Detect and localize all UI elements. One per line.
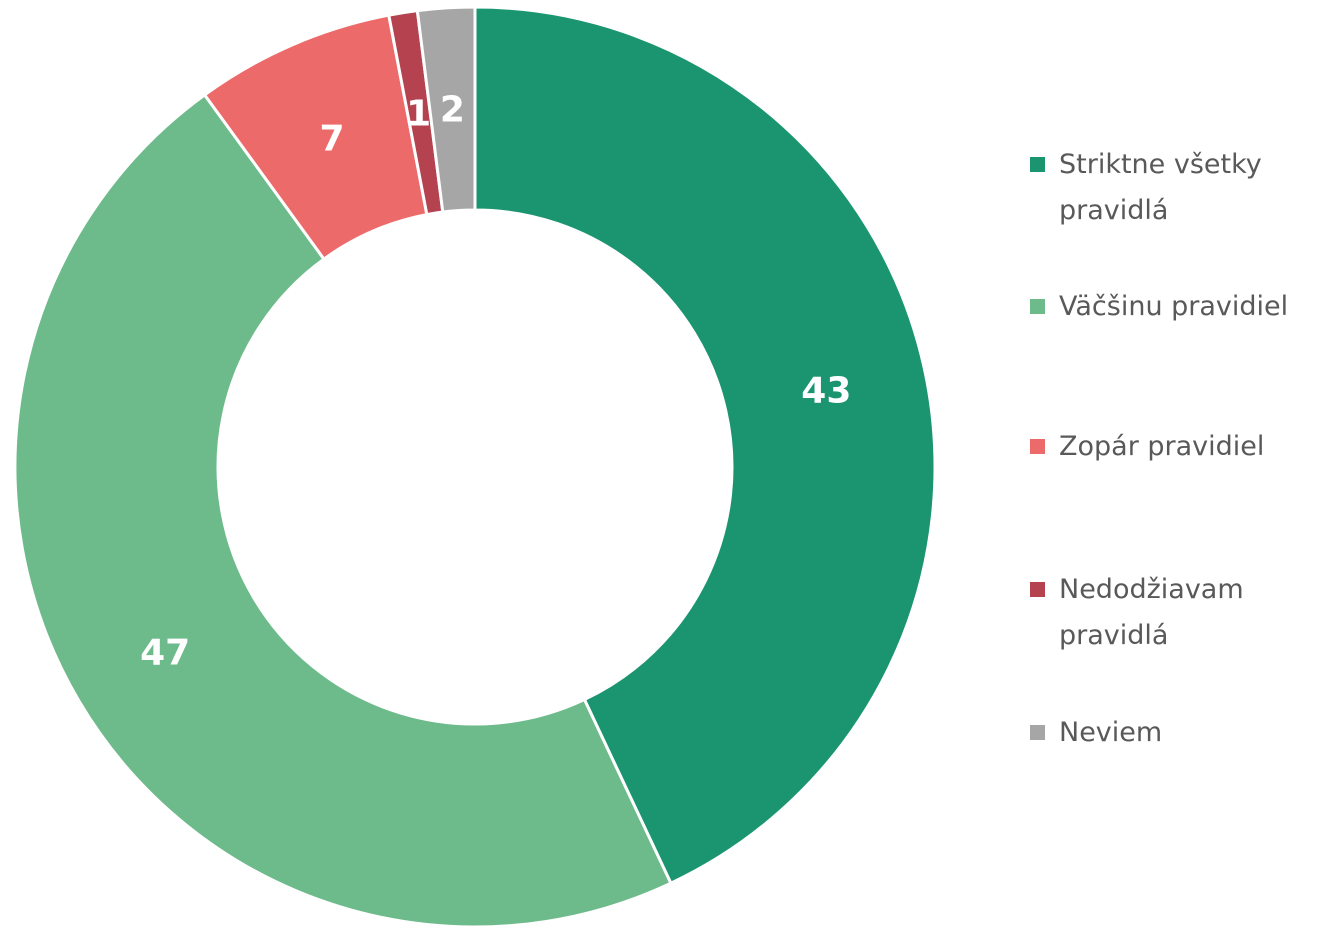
data-label: 1 [406,93,431,134]
legend-item: Nedodžiavam pravidlá [1030,567,1300,659]
donut: 43 47 7 1 2 [13,5,937,927]
donut-segment [415,5,477,214]
data-label: 2 [440,90,465,131]
legend-item: Väčšinu pravidiel [1030,284,1300,330]
legend-label: Nedodžiavam pravidlá [1059,574,1244,651]
data-label: 43 [801,370,851,411]
legend-item: Neviem [1030,710,1300,756]
legend-swatch [1030,299,1045,314]
legend-swatch [1030,582,1045,597]
data-label: 47 [140,632,190,673]
legend-label: Väčšinu pravidiel [1059,291,1289,322]
legend-swatch [1030,439,1045,454]
legend-item: Zopár pravidiel [1030,424,1300,470]
legend-label: Zopár pravidiel [1059,431,1265,462]
legend-label: Striktne všetky pravidlá [1059,149,1262,226]
data-label: 7 [319,119,344,160]
legend-item: Striktne všetky pravidlá [1030,142,1300,234]
legend-swatch [1030,725,1045,740]
legend-label: Neviem [1059,717,1163,748]
donut-segment [13,92,673,927]
legend: Striktne všetky pravidlá Väčšinu pravidie… [1030,0,1300,927]
legend-swatch [1030,157,1045,172]
donut-segment [473,5,937,886]
